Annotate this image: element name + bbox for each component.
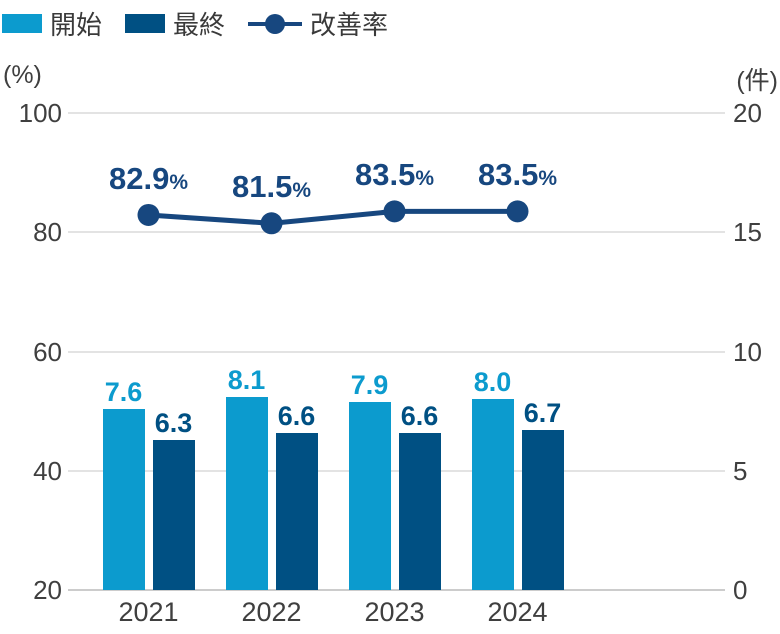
- rate-value-2021: 82.9%: [74, 160, 224, 201]
- rate-value-2024: 83.5%: [443, 159, 593, 197]
- rate-number: 82.9: [108, 160, 170, 196]
- legend-label-final: 最終: [173, 10, 226, 40]
- bar-value-final-2024: 6.7: [523, 398, 562, 429]
- rate-dot-icon: [265, 13, 286, 34]
- start-swatch-icon: [2, 14, 42, 33]
- bar-value-final-2021: 6.3: [154, 407, 193, 438]
- rate-percent-suffix: %: [169, 170, 189, 194]
- gridline-40: [68, 469, 725, 472]
- rate-line-marker-icon: [248, 13, 303, 35]
- rate-line-path: [148, 208, 518, 226]
- left-axis-tick-100: 100: [18, 98, 62, 128]
- right-axis-tick-0: 0: [733, 575, 748, 605]
- gridline-60: [68, 350, 725, 353]
- rate-number: 83.5: [354, 157, 416, 193]
- x-axis-label-2021: 2021: [118, 597, 179, 627]
- left-axis-tick-80: 80: [33, 217, 62, 248]
- legend-label-start: 開始: [50, 10, 103, 40]
- x-axis-label-2024: 2024: [487, 597, 548, 627]
- bar-start-2024: [471, 399, 514, 590]
- right-axis-unit: (件): [736, 67, 778, 95]
- rate-marker-2023: [383, 200, 406, 223]
- legend-item-start: 開始: [2, 5, 102, 42]
- bar-final-2021: [152, 439, 195, 590]
- legend: 開始 最終 改善率: [2, 5, 388, 42]
- bar-value-start-2023: 7.9: [350, 369, 389, 400]
- rate-number: 83.5: [477, 157, 539, 193]
- gridline-100: [68, 112, 725, 114]
- bar-start-2022: [225, 396, 268, 590]
- bar-start-2023: [348, 401, 391, 590]
- bar-final-2024: [521, 430, 564, 590]
- left-axis-unit: (%): [3, 61, 42, 89]
- bar-value-start-2024: 8.0: [473, 367, 512, 398]
- right-axis-tick-15: 15: [733, 217, 762, 248]
- gridline-80: [68, 231, 725, 234]
- bar-value-start-2022: 8.1: [227, 364, 266, 395]
- rate-marker-2024: [506, 200, 529, 223]
- rate-number: 81.5: [231, 169, 293, 205]
- rate-percent-suffix: %: [538, 167, 558, 191]
- final-swatch-icon: [125, 14, 166, 33]
- legend-label-rate: 改善率: [310, 10, 389, 40]
- x-axis-label-2023: 2023: [364, 597, 425, 627]
- x-axis-label-2022: 2022: [241, 597, 302, 627]
- rate-percent-suffix: %: [415, 167, 435, 191]
- bar-value-final-2022: 6.6: [277, 400, 316, 431]
- bar-final-2022: [275, 432, 318, 590]
- rate-value-2022: 81.5%: [197, 171, 347, 209]
- gridline-20: [68, 589, 725, 591]
- legend-item-final: 最終: [125, 5, 225, 42]
- left-axis-tick-20: 20: [33, 575, 62, 605]
- bar-final-2023: [398, 432, 441, 590]
- left-axis-tick-40: 40: [33, 455, 62, 486]
- rate-marker-2021: [137, 203, 160, 226]
- bar-start-2021: [102, 408, 145, 590]
- rate-value-2023: 83.5%: [320, 159, 470, 197]
- rate-percent-suffix: %: [292, 179, 312, 203]
- bar-value-start-2021: 7.6: [104, 376, 143, 407]
- right-axis-tick-10: 10: [733, 336, 762, 367]
- bar-value-final-2023: 6.6: [400, 400, 439, 431]
- left-axis-tick-60: 60: [33, 336, 62, 367]
- right-axis-tick-5: 5: [733, 455, 748, 486]
- legend-item-rate: 改善率: [248, 5, 388, 42]
- right-axis-tick-20: 20: [733, 98, 762, 128]
